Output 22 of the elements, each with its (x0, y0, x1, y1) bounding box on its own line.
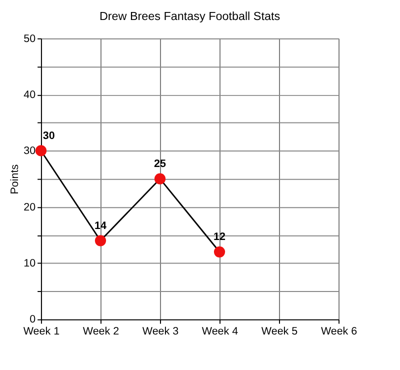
point (214, 246, 226, 258)
data-label: 14 (94, 220, 106, 232)
x-tick-label: Week 6 (320, 325, 358, 338)
x-tick-label: Week 4 (202, 325, 238, 338)
x-tick-label: Week 2 (82, 325, 120, 338)
x-tick-label: Week 1 (23, 325, 60, 338)
y-tick-label: 50 (24, 32, 36, 45)
y-tick-label: 20 (24, 201, 36, 214)
chart-title: Drew Brees Fantasy Football Stats (99, 10, 280, 23)
y-tick-label: 30 (24, 145, 36, 158)
y-tick-label: 40 (24, 88, 36, 101)
x-tick-label: Week 5 (261, 325, 298, 338)
data-label: 12 (214, 231, 226, 244)
x-tick-label: Week 3 (142, 325, 179, 338)
data-label: 25 (154, 158, 166, 170)
point (35, 145, 47, 156)
point (94, 235, 106, 246)
point (154, 173, 166, 184)
y-axis-title: Points (8, 164, 21, 194)
data-label: 30 (42, 130, 55, 142)
y-tick-label: 10 (24, 258, 36, 270)
y-tick-label: 0 (30, 314, 36, 326)
